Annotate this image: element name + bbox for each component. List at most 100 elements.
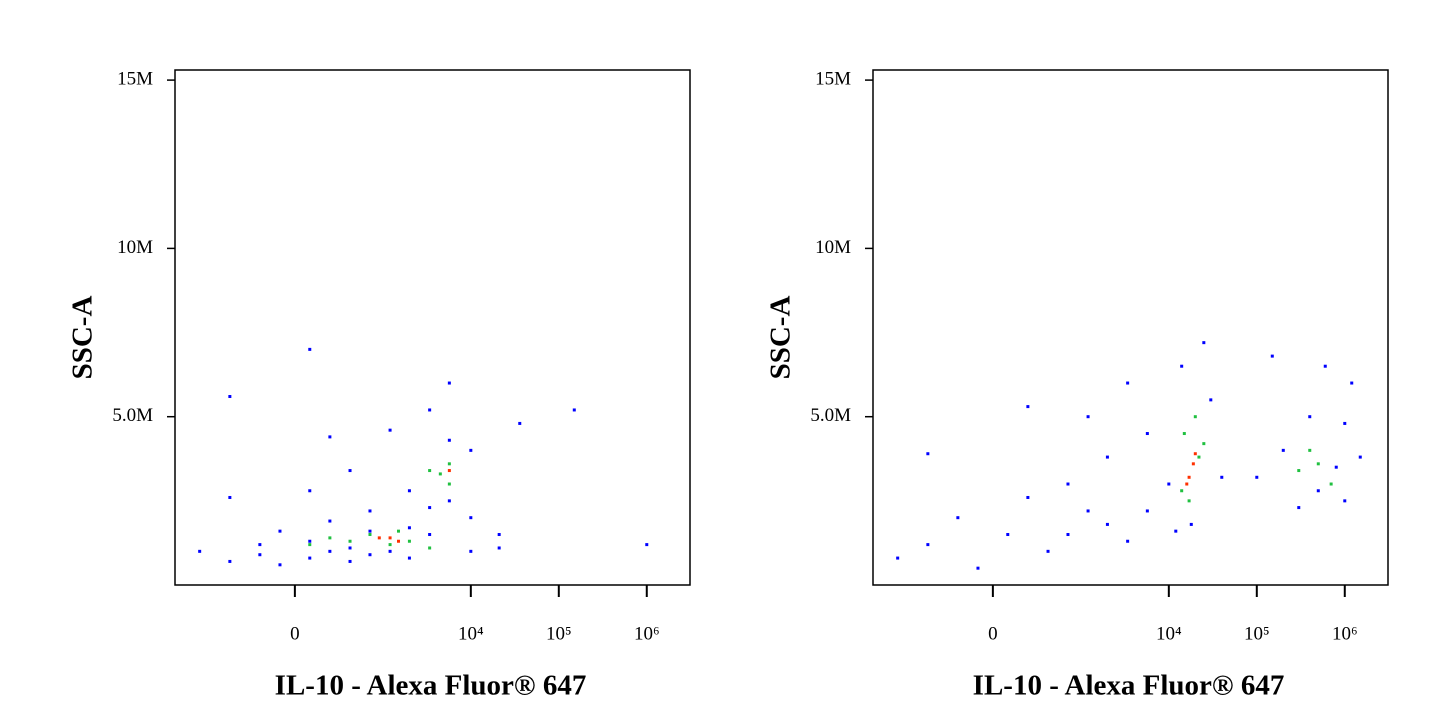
- y-axis-title: SSC-A: [67, 296, 99, 380]
- data-point: [1202, 442, 1206, 446]
- data-point: [428, 506, 432, 510]
- data-point: [368, 529, 372, 533]
- data-point: [518, 421, 522, 425]
- data-point: [258, 553, 262, 557]
- data-point: [1308, 448, 1312, 452]
- data-point: [1066, 482, 1070, 486]
- data-point: [348, 559, 352, 563]
- data-point: [896, 556, 900, 560]
- data-point: [1026, 405, 1030, 409]
- data-point: [1270, 354, 1274, 358]
- data-point: [447, 438, 451, 442]
- data-point: [228, 395, 232, 399]
- data-point: [469, 516, 473, 520]
- data-point: [348, 469, 352, 473]
- x-tick-label: 10⁵: [1244, 623, 1270, 644]
- x-tick-label: 10⁴: [1156, 623, 1182, 644]
- data-point: [926, 543, 930, 547]
- data-point: [1105, 455, 1109, 459]
- data-point: [228, 559, 232, 563]
- data-point: [1086, 415, 1090, 419]
- data-point: [407, 526, 411, 530]
- data-point: [308, 347, 312, 351]
- data-point: [469, 448, 473, 452]
- data-point: [1174, 529, 1178, 533]
- data-point: [1046, 549, 1050, 553]
- data-point: [308, 556, 312, 560]
- x-axis-title: IL-10 - Alexa Fluor® 647: [973, 670, 1285, 702]
- data-point: [308, 489, 312, 493]
- data-point: [1180, 489, 1184, 493]
- plot-frame: [872, 69, 1389, 586]
- data-point: [1191, 462, 1195, 466]
- x-tick-label: 0: [290, 623, 300, 644]
- data-point: [1185, 482, 1189, 486]
- data-point: [1187, 475, 1191, 479]
- data-point: [228, 495, 232, 499]
- data-point: [1066, 533, 1070, 537]
- data-point: [348, 546, 352, 550]
- data-point: [308, 543, 312, 547]
- x-tick-label: 10⁴: [458, 623, 484, 644]
- data-point: [469, 549, 473, 553]
- data-point: [308, 539, 312, 543]
- data-point: [428, 469, 432, 473]
- data-point: [397, 529, 401, 533]
- data-point: [438, 472, 442, 476]
- data-point: [956, 516, 960, 520]
- data-point: [407, 539, 411, 543]
- data-point: [388, 549, 392, 553]
- data-point: [388, 543, 392, 547]
- data-point: [328, 536, 332, 540]
- data-point: [1197, 455, 1201, 459]
- data-point: [447, 462, 451, 466]
- data-point: [368, 553, 372, 557]
- data-point: [407, 489, 411, 493]
- y-tick-label: 15M: [117, 68, 153, 89]
- data-point: [1126, 381, 1130, 385]
- y-tick-label: 5.0M: [112, 405, 153, 426]
- plot-panel: 5.0M 10M 15M 0 10⁴ 10⁵ 10⁶ IL-10 - Alexa Fluor®…: [67, 68, 691, 702]
- x-tick-label: 10⁵: [546, 623, 572, 644]
- data-point: [1202, 341, 1206, 345]
- data-point: [1297, 506, 1301, 510]
- y-axis-title: SSC-A: [765, 296, 797, 380]
- data-point: [645, 543, 649, 547]
- x-tick-label: 10⁶: [1332, 623, 1358, 644]
- plot-panel: 5.0M 10M 15M 0 10⁴ 10⁵ 10⁶ IL-10 - Alexa Fluor®…: [765, 68, 1389, 702]
- data-point: [1323, 364, 1327, 368]
- data-point: [497, 533, 501, 537]
- data-point: [1343, 499, 1347, 503]
- data-point: [1145, 509, 1149, 513]
- data-point: [976, 566, 980, 570]
- y-tick-label: 5.0M: [810, 405, 851, 426]
- y-tick-label: 10M: [815, 237, 851, 258]
- data-point: [1334, 465, 1338, 469]
- data-point: [328, 549, 332, 553]
- data-point: [1281, 448, 1285, 452]
- data-point: [1358, 455, 1362, 459]
- data-point: [1145, 432, 1149, 436]
- data-point: [1193, 415, 1197, 419]
- data-point: [497, 546, 501, 550]
- data-point: [428, 533, 432, 537]
- data-point: [1297, 469, 1301, 473]
- data-point: [572, 408, 576, 412]
- data-point: [397, 539, 401, 543]
- data-point: [407, 556, 411, 560]
- data-point: [328, 519, 332, 523]
- data-point: [1167, 482, 1171, 486]
- data-point: [258, 543, 262, 547]
- data-point: [1182, 432, 1186, 436]
- data-point: [328, 435, 332, 439]
- y-tick-label: 10M: [117, 237, 153, 258]
- data-point: [447, 469, 451, 473]
- data-point: [1126, 539, 1130, 543]
- data-point: [368, 533, 372, 537]
- data-point: [1220, 475, 1224, 479]
- data-point: [278, 563, 282, 567]
- data-point: [368, 509, 372, 513]
- data-point: [1329, 482, 1333, 486]
- data-point: [388, 428, 392, 432]
